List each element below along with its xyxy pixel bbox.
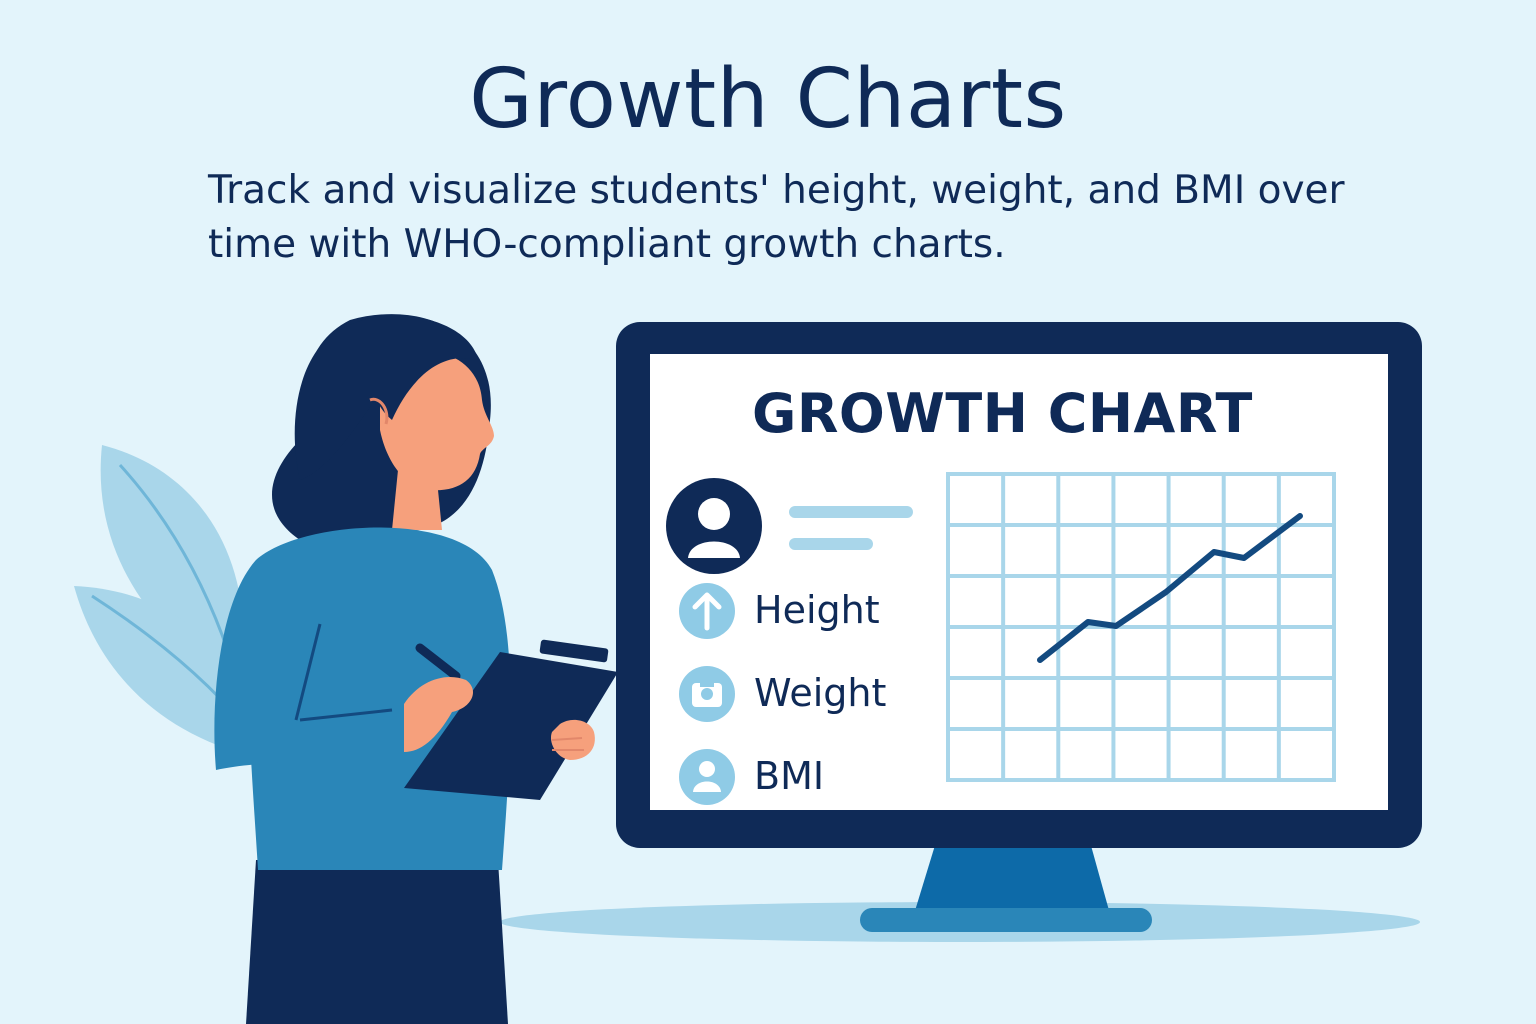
growth-trend-line: [1037, 513, 1303, 663]
growth-chart-grid: [946, 472, 1336, 782]
person-icon: [679, 749, 735, 805]
arrow-up-icon: [679, 583, 735, 639]
monitor-stand: [860, 842, 1152, 932]
page-subtitle: Track and visualize students' height, we…: [208, 168, 1345, 267]
metric-label-bmi: BMI: [754, 754, 825, 798]
avatar-icon: [666, 478, 762, 574]
woman-illustration: [214, 314, 618, 1024]
profile-line-2: [789, 538, 873, 550]
profile-line-1: [789, 506, 913, 518]
metric-label-weight: Weight: [754, 671, 887, 715]
monitor-screen-title: GROWTH CHART: [752, 382, 1253, 445]
page-title: Growth Charts: [469, 52, 1067, 147]
scale-icon: [679, 666, 735, 722]
monitor-screen: [650, 354, 1388, 810]
metric-label-height: Height: [754, 588, 880, 632]
